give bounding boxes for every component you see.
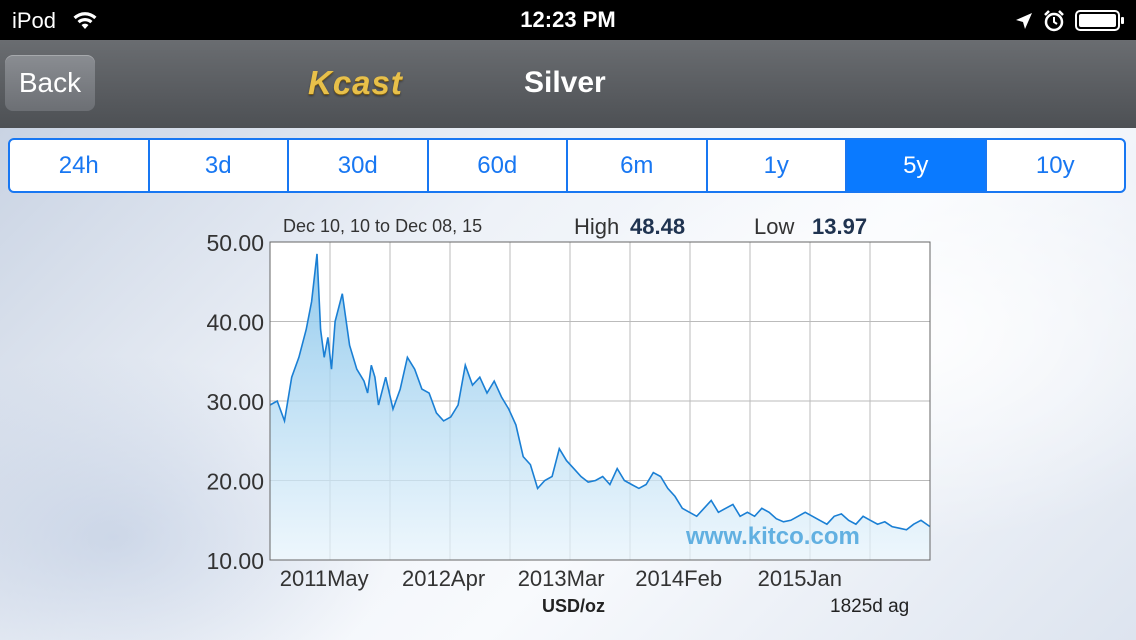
plot-frame [269,241,931,561]
kitco-watermark: www.kitco.com [685,523,860,550]
kcast-logo: Kcast [308,64,403,101]
unit-label: USD/oz [542,596,605,616]
segment-5y[interactable]: 5y [847,140,987,191]
period-note: 1825d ag [830,596,909,617]
y-tick-label: 30.00 [206,389,264,415]
y-tick-label: 40.00 [206,310,264,336]
carrier-label: iPod [12,8,57,33]
x-tick-label: 2012Apr [402,566,485,591]
price-chart: 50.00 40.00 30.00 20.00 10.00 2011May 2012Apr… [206,214,931,617]
date-range-label: Dec 10, 10 to Dec 08, 15 [283,216,482,236]
price-line [269,253,931,531]
segment-6m[interactable]: 6m [568,140,708,191]
alarm-clock-icon [1044,10,1064,32]
battery-icon [1075,10,1124,31]
price-area-fill [270,253,930,560]
y-tick-label: 20.00 [206,469,264,495]
navigation-bar: Back Kcast Silver [0,40,1136,128]
clock: 12:23 PM [520,7,616,32]
segment-30d[interactable]: 30d [289,140,429,191]
x-tick-label: 2011May [280,566,369,591]
low-value: 13.97 [812,214,867,239]
page-title: Silver [524,66,606,99]
time-range-selector: 24h 3d 30d 60d 6m 1y 5y 10y [8,138,1126,193]
segment-3d[interactable]: 3d [150,140,289,191]
x-tick-label: 2013Mar [518,566,605,591]
content-area: 24h 3d 30d 60d 6m 1y 5y 10y 50.00 40.00 30.00 20.0… [0,128,1136,640]
segment-10y[interactable]: 10y [1035,151,1075,179]
high-label: High [574,214,619,239]
x-tick-label: 2015Jan [758,566,842,591]
segment-60d[interactable]: 60d [429,140,568,191]
segment-24h[interactable]: 24h [10,140,150,191]
location-arrow-icon [1016,13,1032,29]
segment-1y[interactable]: 1y [708,140,847,191]
wifi-icon [73,12,97,29]
y-tick-label: 50.00 [206,230,264,256]
high-value: 48.48 [630,214,685,239]
status-bar: iPod 12:23 PM [0,0,1136,40]
y-tick-label: 10.00 [206,548,264,574]
back-button[interactable]: Back [5,55,95,111]
x-tick-label: 2014Feb [635,566,722,591]
low-label: Low [754,214,794,239]
